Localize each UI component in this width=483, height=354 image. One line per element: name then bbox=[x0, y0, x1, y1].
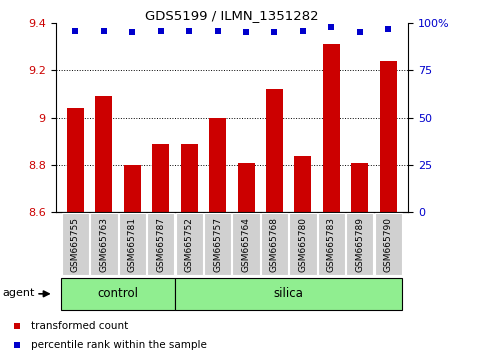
Bar bbox=[289, 213, 316, 275]
Bar bbox=[261, 213, 288, 275]
Bar bbox=[323, 44, 340, 212]
Text: GSM665783: GSM665783 bbox=[327, 217, 336, 272]
Text: transformed count: transformed count bbox=[31, 321, 128, 331]
Bar bbox=[62, 213, 89, 275]
Bar bbox=[351, 163, 369, 212]
Text: silica: silica bbox=[274, 287, 304, 299]
Bar bbox=[152, 144, 169, 212]
Text: GSM665768: GSM665768 bbox=[270, 217, 279, 272]
Bar bbox=[266, 89, 283, 212]
Text: GSM665790: GSM665790 bbox=[384, 217, 393, 272]
Text: GSM665755: GSM665755 bbox=[71, 217, 80, 272]
Bar bbox=[61, 278, 175, 310]
Text: GSM665763: GSM665763 bbox=[99, 217, 108, 272]
Bar bbox=[375, 213, 402, 275]
Bar bbox=[67, 108, 84, 212]
Text: percentile rank within the sample: percentile rank within the sample bbox=[31, 341, 207, 350]
Bar bbox=[175, 213, 203, 275]
Bar bbox=[204, 213, 231, 275]
Text: GSM665789: GSM665789 bbox=[355, 217, 364, 272]
Bar bbox=[318, 213, 345, 275]
Text: GSM665781: GSM665781 bbox=[128, 217, 137, 272]
Bar bbox=[346, 213, 373, 275]
Text: GSM665752: GSM665752 bbox=[185, 217, 194, 272]
Text: agent: agent bbox=[2, 288, 35, 298]
Bar bbox=[238, 163, 255, 212]
Bar bbox=[380, 61, 397, 212]
Bar bbox=[147, 213, 174, 275]
Bar bbox=[90, 213, 117, 275]
Text: GSM665757: GSM665757 bbox=[213, 217, 222, 272]
Bar bbox=[232, 213, 260, 275]
Bar bbox=[295, 155, 312, 212]
Text: GDS5199 / ILMN_1351282: GDS5199 / ILMN_1351282 bbox=[145, 9, 319, 22]
Text: control: control bbox=[98, 287, 139, 299]
Bar bbox=[119, 213, 146, 275]
Text: GSM665780: GSM665780 bbox=[298, 217, 307, 272]
Bar bbox=[209, 118, 226, 212]
Bar bbox=[175, 278, 402, 310]
Text: GSM665787: GSM665787 bbox=[156, 217, 165, 272]
Bar bbox=[95, 96, 113, 212]
Text: GSM665764: GSM665764 bbox=[242, 217, 251, 272]
Bar bbox=[124, 165, 141, 212]
Bar bbox=[181, 144, 198, 212]
